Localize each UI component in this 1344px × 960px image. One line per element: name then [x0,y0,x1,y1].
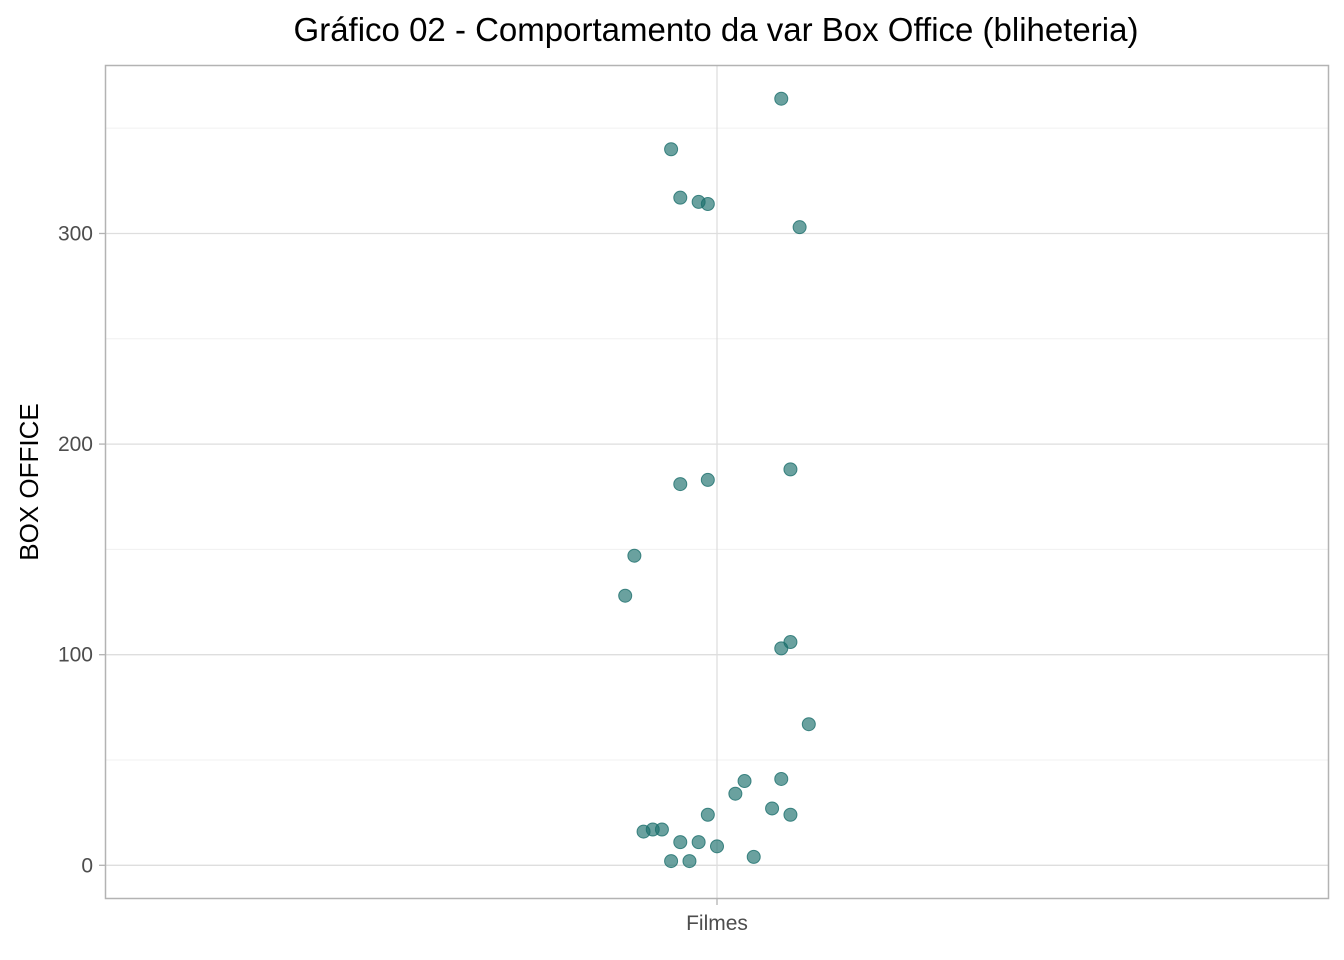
data-point [682,854,697,869]
data-point [700,472,715,487]
data-point [691,835,706,850]
data-point [774,91,789,106]
data-point [654,822,669,837]
data-point [673,835,688,850]
data-point [737,774,752,789]
data-point [710,839,724,854]
y-tick-label: 300 [58,222,93,245]
data-point [774,771,789,786]
data-point [636,824,651,839]
data-point [792,220,807,235]
data-point [664,142,679,157]
y-axis-label: BOX OFFICE [14,403,44,560]
data-point [801,717,816,732]
data-point [728,786,743,801]
grid [105,65,1329,899]
data-point [746,849,761,864]
x-tick-label: Filmes [686,912,748,935]
data-point [783,807,798,822]
data-point [673,477,688,492]
data-point [618,588,633,603]
data-point [664,854,679,869]
data-point [783,462,798,477]
data-point [700,197,715,211]
data-point [774,641,789,656]
panel-border [104,64,1330,900]
y-tick-label: 200 [58,433,93,456]
axes: 0 100 200 300 Filmes [58,222,748,935]
data-point [700,807,715,822]
data-point [673,190,688,205]
data-point [627,548,642,563]
data-point [765,801,780,816]
y-tick-label: 0 [81,854,93,877]
data-points [618,91,816,869]
chart-title: Gráfico 02 - Comportamento da var Box Of… [294,11,1139,48]
y-tick-label: 100 [58,644,93,667]
